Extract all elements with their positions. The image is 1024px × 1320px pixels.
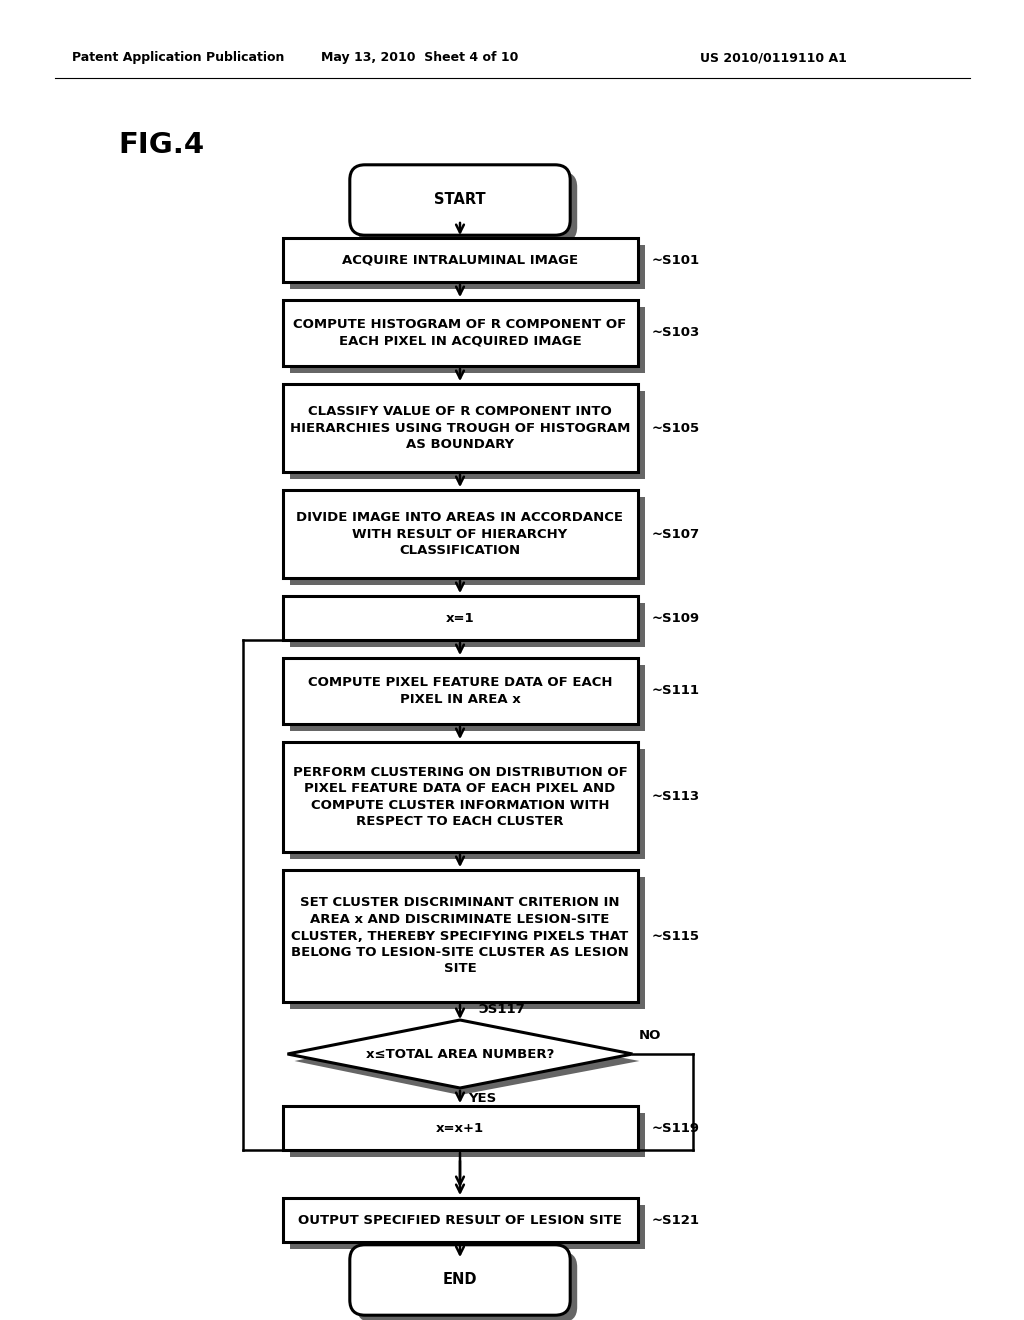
Bar	[290, 498, 644, 585]
Text: x≤TOTAL AREA NUMBER?: x≤TOTAL AREA NUMBER?	[366, 1048, 554, 1060]
Bar	[290, 246, 644, 289]
Bar	[290, 876, 644, 1008]
Bar	[290, 748, 644, 859]
Text: ~S101: ~S101	[651, 253, 699, 267]
Bar	[283, 742, 638, 851]
Text: x=1: x=1	[445, 611, 474, 624]
Bar	[283, 384, 638, 473]
Bar	[290, 308, 644, 374]
Bar	[283, 238, 638, 282]
Bar	[283, 597, 638, 640]
Text: ~S103: ~S103	[651, 326, 699, 339]
Text: ~S115: ~S115	[651, 929, 699, 942]
Text: FIG.4: FIG.4	[118, 131, 204, 158]
Text: ~S105: ~S105	[651, 421, 699, 434]
Text: PERFORM CLUSTERING ON DISTRIBUTION OF
PIXEL FEATURE DATA OF EACH PIXEL AND
COMPU: PERFORM CLUSTERING ON DISTRIBUTION OF PI…	[293, 766, 628, 828]
Text: ~S121: ~S121	[651, 1213, 699, 1226]
Bar	[290, 1113, 644, 1158]
Text: SET CLUSTER DISCRIMINANT CRITERION IN
AREA x AND DISCRIMINATE LESION-SITE
CLUSTE: SET CLUSTER DISCRIMINANT CRITERION IN AR…	[291, 896, 629, 975]
Text: START: START	[434, 193, 485, 207]
Text: ~S119: ~S119	[651, 1122, 699, 1134]
Bar	[283, 1199, 638, 1242]
Text: ↃS117: ↃS117	[478, 1003, 524, 1016]
Text: END: END	[442, 1272, 477, 1287]
Bar	[290, 603, 644, 647]
Bar	[290, 1205, 644, 1249]
Text: ~S113: ~S113	[651, 791, 699, 804]
Text: US 2010/0119110 A1: US 2010/0119110 A1	[700, 51, 847, 65]
Bar	[283, 870, 638, 1002]
Text: OUTPUT SPECIFIED RESULT OF LESION SITE: OUTPUT SPECIFIED RESULT OF LESION SITE	[298, 1213, 622, 1226]
Bar	[290, 665, 644, 731]
FancyBboxPatch shape	[350, 1245, 570, 1315]
Text: x=x+1: x=x+1	[436, 1122, 484, 1134]
Text: ACQUIRE INTRALUMINAL IMAGE: ACQUIRE INTRALUMINAL IMAGE	[342, 253, 579, 267]
Polygon shape	[295, 1027, 640, 1096]
Text: ~S107: ~S107	[651, 528, 699, 540]
FancyBboxPatch shape	[356, 172, 578, 242]
Bar	[283, 657, 638, 723]
Bar	[283, 300, 638, 366]
Text: Patent Application Publication: Patent Application Publication	[72, 51, 285, 65]
Text: May 13, 2010  Sheet 4 of 10: May 13, 2010 Sheet 4 of 10	[322, 51, 519, 65]
Text: ~S109: ~S109	[651, 611, 699, 624]
Polygon shape	[288, 1020, 633, 1088]
Text: CLASSIFY VALUE OF R COMPONENT INTO
HIERARCHIES USING TROUGH OF HISTOGRAM
AS BOUN: CLASSIFY VALUE OF R COMPONENT INTO HIERA…	[290, 405, 630, 451]
FancyBboxPatch shape	[350, 165, 570, 235]
Bar	[283, 490, 638, 578]
Text: DIVIDE IMAGE INTO AREAS IN ACCORDANCE
WITH RESULT OF HIERARCHY
CLASSIFICATION: DIVIDE IMAGE INTO AREAS IN ACCORDANCE WI…	[297, 511, 624, 557]
Text: COMPUTE HISTOGRAM OF R COMPONENT OF
EACH PIXEL IN ACQUIRED IMAGE: COMPUTE HISTOGRAM OF R COMPONENT OF EACH…	[293, 318, 627, 347]
Text: ~S111: ~S111	[651, 685, 699, 697]
Bar	[290, 391, 644, 479]
Text: COMPUTE PIXEL FEATURE DATA OF EACH
PIXEL IN AREA x: COMPUTE PIXEL FEATURE DATA OF EACH PIXEL…	[308, 676, 612, 706]
Text: NO: NO	[639, 1030, 660, 1041]
Bar	[283, 1106, 638, 1150]
FancyBboxPatch shape	[356, 1251, 578, 1320]
Text: YES: YES	[468, 1092, 497, 1105]
